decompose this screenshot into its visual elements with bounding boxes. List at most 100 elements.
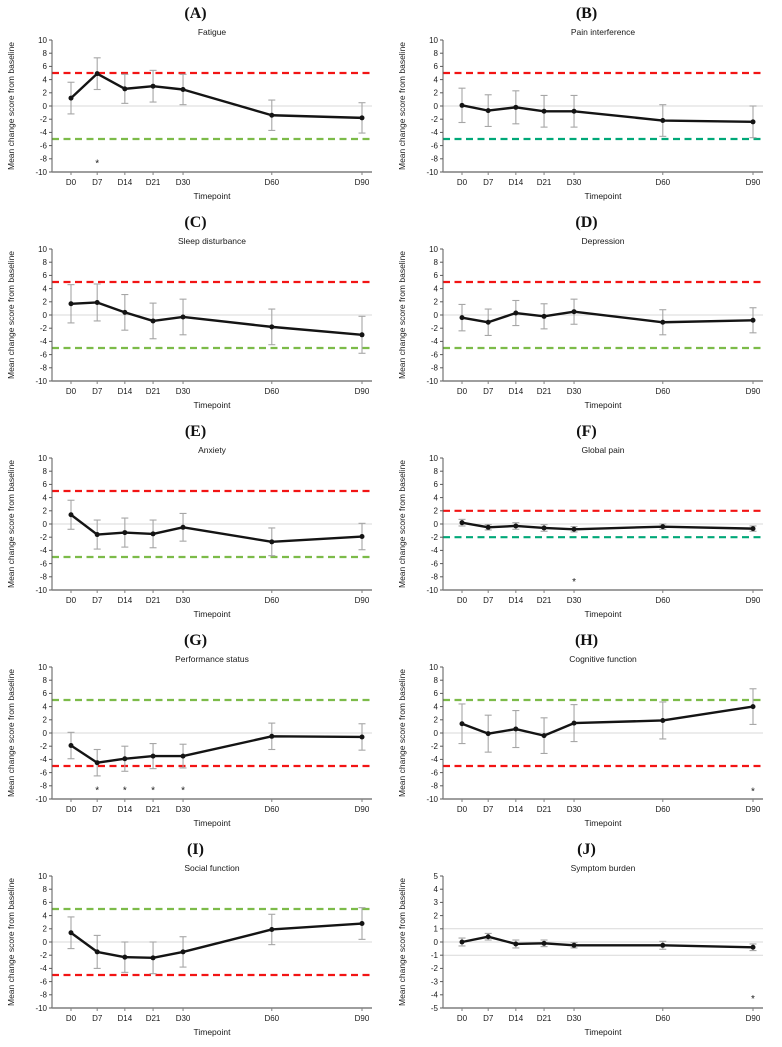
y-axis-label: Mean change score from baseline [6,460,16,588]
x-tick-label: D30 [175,178,190,187]
x-tick-label: D7 [92,387,103,396]
data-point-marker [571,942,577,948]
chart-title: Cognitive function [569,654,637,664]
x-tick-label: D14 [117,805,132,814]
y-tick-label: -4 [430,546,438,555]
chart-sleep-disturbance: 10 8 6 4 2 0 -2 -4 -6 -8 -10 D0 D7 D14 D21 D30 D60 D90 Sle… [6,236,372,410]
chart-title: Fatigue [197,27,226,37]
data-point-marker [268,324,274,330]
y-tick-label: 4 [42,284,47,293]
y-tick-label: 2 [433,716,438,725]
y-tick-label: 6 [433,271,438,280]
y-tick-label: -2 [39,742,47,751]
y-tick-label: -10 [426,586,438,595]
significance-asterisk: * [572,577,576,588]
x-tick-label: D21 [145,387,160,396]
data-point-marker [750,704,755,710]
y-tick-label: -8 [430,573,438,582]
x-tick-label: D90 [745,805,760,814]
chart-symptom-burden: * 5 4 3 2 1 0 -1 -2 -3 -4 -5 D0 D7 D14 D21 D30 D60 D90 Symp… [397,863,763,1037]
series-line [461,104,753,124]
x-axis-label: Timepoint [584,1027,622,1037]
y-tick-label: 6 [42,480,47,489]
y-tick-label: 8 [433,258,438,267]
x-tick-label: D7 [92,178,103,187]
data-point-marker [359,921,364,927]
panel-anxiety: (E) 10 8 6 4 2 0 -2 -4 -6 -8 -10 D0 D7 D14 D21 D30 D60 D9… [0,418,391,627]
x-tick-label: D14 [117,387,132,396]
y-tick-label: -3 [430,977,438,986]
significance-asterisk: * [181,785,185,796]
data-point-marker [94,299,100,305]
y-tick-label: 2 [42,298,47,307]
y-tick-label: 5 [433,872,438,881]
x-tick-label: D90 [354,596,369,605]
panel-sleep-disturbance: (C) 10 8 6 4 2 0 -2 -4 -6 -8 -10 D0 D7 D14 D21 D30 D60 D9… [0,209,391,418]
data-point-marker [94,760,100,766]
data-point-marker [541,108,547,114]
y-tick-label: 2 [42,716,47,725]
panel-label: (H) [574,632,599,649]
data-point-marker [512,310,518,316]
y-tick-label: 6 [433,62,438,71]
x-tick-label: D30 [175,387,190,396]
chart-global-pain: * 10 8 6 4 2 0 -2 -4 -6 -8 -10 D0 D7 D14 D21 D30 D60 D90 Gl… [397,445,763,619]
data-point-marker [94,532,100,538]
x-tick-label: D30 [566,805,581,814]
y-tick-label: -10 [426,168,438,177]
y-tick-label: -8 [39,573,47,582]
x-tick-label: D21 [536,596,551,605]
x-tick-label: D7 [483,178,494,187]
x-axis-label: Timepoint [584,191,622,201]
data-point-marker [571,309,577,315]
data-point-marker [541,525,547,531]
y-tick-label: 0 [42,102,47,111]
panel-label: (I) [187,841,204,858]
y-tick-label: 2 [433,89,438,98]
panel-fatigue: (A) * 10 8 6 4 2 0 -2 -4 -6 -8 -10 D0 D7 D14 D21 D30 D60 D… [0,0,391,209]
y-tick-label: -4 [430,337,438,346]
y-tick-label: 0 [433,520,438,529]
x-tick-label: D60 [264,596,279,605]
data-point-marker [459,102,464,108]
y-tick-label: 4 [42,75,47,84]
x-tick-label: D7 [483,596,494,605]
y-axis-label: Mean change score from baseline [397,669,407,797]
y-tick-label: 0 [42,311,47,320]
data-point-marker [512,523,518,529]
x-tick-label: D60 [655,1014,670,1023]
data-point-marker [359,115,364,121]
data-point-marker [750,119,755,125]
data-point-marker [68,743,73,749]
y-tick-label: -4 [39,964,47,973]
y-tick-label: -10 [426,795,438,804]
y-axis-label: Mean change score from baseline [397,878,407,1006]
y-tick-label: -10 [35,586,47,595]
x-tick-label: D14 [508,1014,523,1023]
y-tick-label: -6 [430,559,438,568]
panel-label: (C) [184,214,207,231]
y-tick-label: 8 [433,676,438,685]
x-tick-label: D0 [65,1014,76,1023]
panel-cognitive-function: (H) * 10 8 6 4 2 0 -2 -4 -6 -8 -10 D0 D7 D14 D21 D30 D60 D… [391,627,782,836]
x-axis-label: Timepoint [193,400,231,410]
y-tick-label: -8 [39,991,47,1000]
y-tick-label: 0 [433,938,438,947]
data-point-marker [121,954,127,960]
data-point-marker [150,318,156,324]
y-tick-label: 2 [42,507,47,516]
y-tick-label: -8 [39,364,47,373]
x-tick-label: D90 [354,805,369,814]
chart-social-function: 10 8 6 4 2 0 -2 -4 -6 -8 -10 D0 D7 D14 D21 D30 D60 D90 Soc… [6,863,372,1037]
data-point-marker [571,108,577,114]
significance-asterisk: * [95,785,99,796]
x-axis-label: Timepoint [584,400,622,410]
chart-title: Sleep disturbance [177,236,245,246]
y-tick-label: -2 [430,115,438,124]
y-tick-label: -8 [430,364,438,373]
chart-cognitive-function: * 10 8 6 4 2 0 -2 -4 -6 -8 -10 D0 D7 D14 D21 D30 D60 D90 Co… [397,654,763,828]
x-tick-label: D0 [456,178,467,187]
y-tick-label: -2 [430,533,438,542]
panel-label: (D) [575,214,598,231]
